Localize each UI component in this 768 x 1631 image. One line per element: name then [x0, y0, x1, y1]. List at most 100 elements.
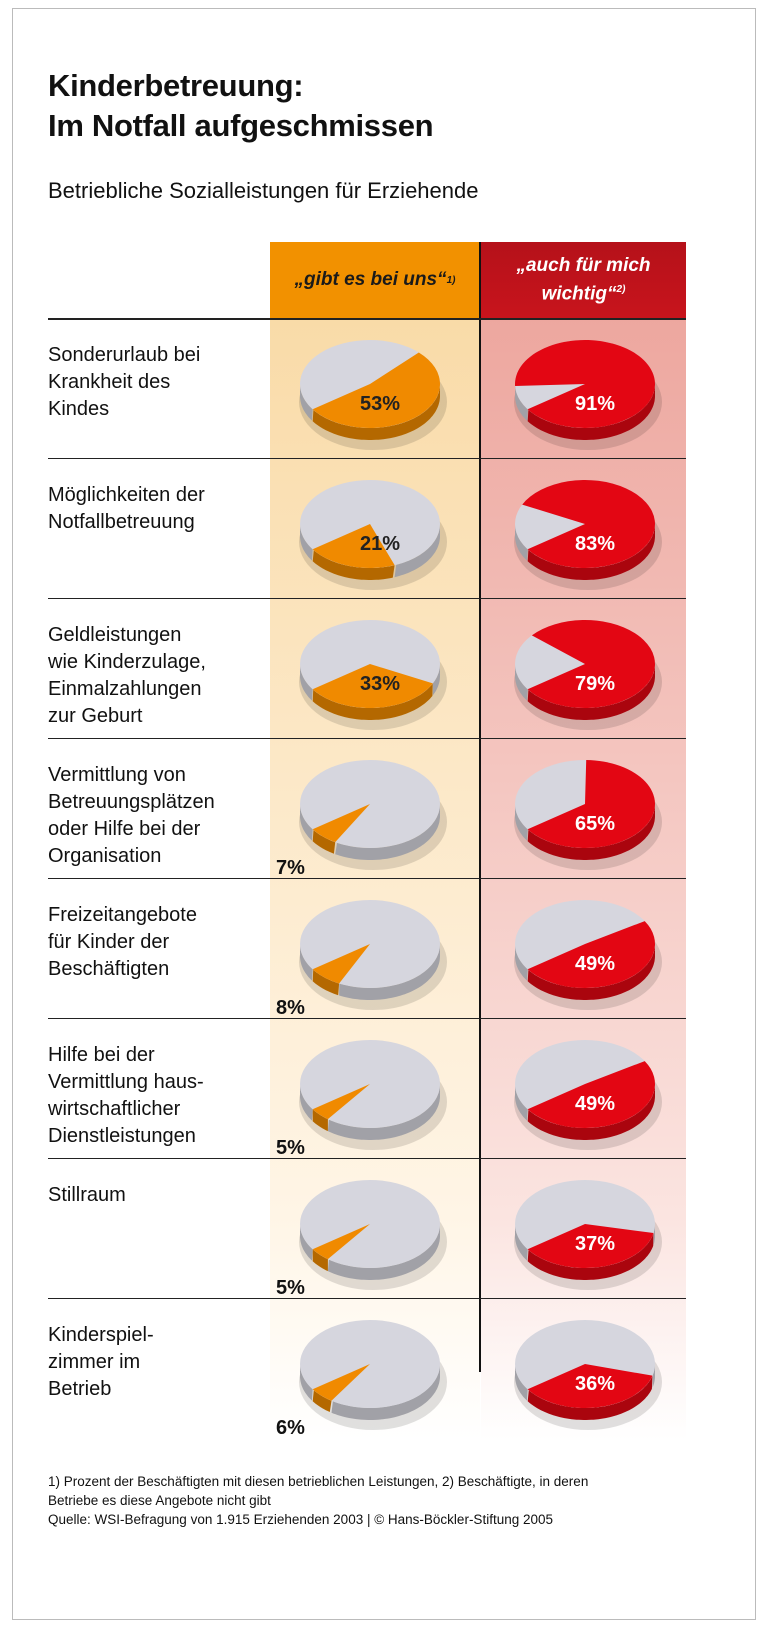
pie-side	[515, 944, 528, 981]
data-label: 83%	[575, 533, 615, 555]
pie-side	[527, 1375, 653, 1420]
pie-side	[312, 830, 336, 854]
pie-side	[515, 664, 528, 701]
pie-gibt-es-0: 53%	[299, 340, 447, 450]
data-label: 91%	[575, 393, 615, 415]
row-label: Vermittlung von Betreuungsplätzen oder H…	[48, 764, 215, 867]
row-divider	[48, 318, 686, 320]
pie-side	[515, 1224, 528, 1261]
pie-side	[312, 550, 395, 580]
pie-slice-value	[312, 1364, 370, 1401]
title-line-1: Kinderbetreuung:	[48, 68, 304, 103]
pie-side	[394, 524, 440, 578]
pie-slice-value	[312, 1224, 370, 1260]
pie-side	[312, 1249, 328, 1272]
pie-side	[312, 1390, 332, 1412]
pie-wichtig-2: 79%	[514, 620, 662, 730]
data-label: 6%	[276, 1417, 305, 1439]
pie-wichtig-3: 65%	[514, 760, 662, 870]
pie-side	[300, 384, 313, 421]
pie-side	[527, 524, 655, 580]
title: Kinderbetreuung: Im Notfall aufgeschmiss…	[48, 66, 434, 146]
pie-gibt-es-1: 21%	[299, 480, 447, 590]
pie-gibt-es-4: 8%	[276, 900, 447, 1019]
footnote-2: Betriebe es diese Angebote nicht gibt	[48, 1493, 271, 1508]
pie-slice-value	[312, 352, 440, 429]
pie-slice-value	[312, 804, 370, 843]
data-label: 21%	[360, 533, 400, 555]
footnote-1: 1) Prozent der Beschäftigten mit diesen …	[48, 1474, 589, 1489]
pie-side	[432, 664, 440, 696]
source: Quelle: WSI-Befragung von 1.915 Erziehen…	[48, 1512, 553, 1527]
data-label: 8%	[276, 997, 305, 1019]
footnotes: 1) Prozent der Beschäftigten mit diesen …	[48, 1472, 588, 1529]
pie-side	[527, 664, 655, 720]
row-label: Hilfe bei der Vermittlung haus- wirtscha…	[48, 1044, 204, 1147]
pie-side	[331, 1364, 440, 1420]
pie-wichtig-0: 91%	[514, 340, 662, 450]
column-header-gibt-es: „gibt es bei uns“ 1)	[270, 242, 480, 318]
row-label: Stillraum	[48, 1184, 126, 1206]
pie-side	[300, 804, 313, 841]
column-header-label: wichtig“	[541, 283, 617, 305]
pie-wichtig-1: 83%	[514, 479, 662, 590]
pie-slice-value	[527, 1364, 653, 1409]
pie-slice-value	[312, 944, 370, 984]
row-label: Kinderspiel- zimmer im Betrieb	[48, 1324, 154, 1400]
row-label: Möglichkeiten der Notfallbetreuung	[48, 484, 205, 533]
pie-side	[653, 1224, 655, 1245]
pie-side	[312, 683, 433, 720]
pie-slice-value	[312, 524, 395, 569]
pie-slice-value	[527, 1061, 655, 1128]
data-label: 79%	[575, 673, 615, 695]
pie-gibt-es-2: 33%	[299, 620, 447, 730]
pie-side	[312, 969, 340, 996]
pie-side	[527, 804, 655, 860]
pie-side	[515, 524, 528, 561]
pie-side	[527, 1084, 655, 1140]
subtitle: Betriebliche Sozialleistungen für Erzieh…	[48, 178, 479, 203]
pie-slice-value	[515, 340, 655, 428]
pie-side	[300, 1364, 313, 1401]
pie-side	[300, 944, 313, 981]
column-header-label: „auch für mich	[516, 254, 651, 276]
pie-wichtig-4: 49%	[514, 900, 662, 1010]
data-label: 49%	[575, 953, 615, 975]
frame	[12, 8, 756, 1620]
column-divider	[479, 242, 481, 1372]
data-label: 49%	[575, 1093, 615, 1115]
pie-slice-value	[527, 1224, 654, 1268]
pie-side	[527, 944, 655, 1000]
row-divider	[48, 1018, 686, 1019]
pie-side	[515, 1364, 528, 1401]
pie-side	[527, 1233, 654, 1280]
pie-side	[312, 384, 440, 440]
data-label: 33%	[360, 673, 400, 695]
pie-slice-value	[312, 664, 433, 708]
row-divider	[48, 738, 686, 739]
pie-gibt-es-7: 6%	[276, 1320, 447, 1439]
pie-side	[515, 804, 528, 841]
pie-side	[652, 1364, 655, 1388]
data-label: 7%	[276, 857, 305, 879]
pie-wichtig-6: 37%	[514, 1180, 662, 1290]
column-header-wichtig: „auch für mich wichtig“2)	[481, 242, 686, 318]
pie-side	[339, 944, 440, 1000]
pie-wichtig-5: 49%	[514, 1040, 662, 1150]
row-label: Sonderurlaub bei Krankheit des Kindes	[48, 344, 201, 420]
row-divider	[48, 1158, 686, 1159]
pie-side	[300, 524, 313, 561]
pie-side	[300, 1084, 313, 1121]
title-line-2: Im Notfall aufgeschmissen	[48, 108, 434, 143]
pie-slice-value	[522, 479, 655, 568]
data-label: 5%	[276, 1137, 305, 1159]
row-label: Geldleistungen wie Kinderzulage, Einmalz…	[48, 624, 206, 727]
pie-side	[312, 1109, 328, 1132]
pie-side	[515, 386, 528, 421]
row-label: Freizeitangebote für Kinder der Beschäft…	[48, 904, 197, 980]
row-divider	[48, 878, 686, 879]
pie-slice-value	[312, 1084, 370, 1120]
pie-side	[327, 1084, 440, 1140]
row-divider	[48, 598, 686, 599]
